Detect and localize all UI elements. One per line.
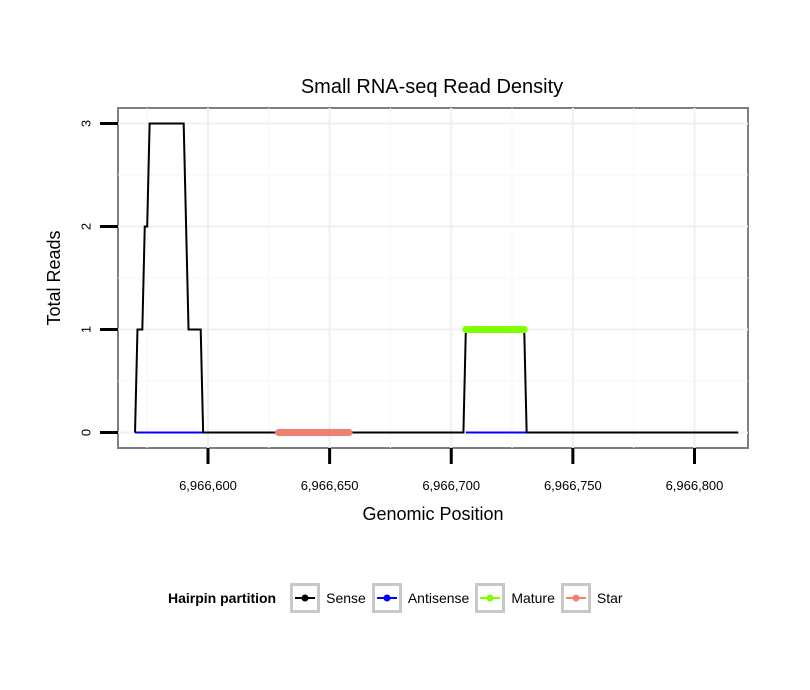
legend-item-mature: Mature — [475, 583, 555, 613]
legend-glyph — [376, 594, 397, 602]
grid-lines — [118, 108, 748, 448]
legend-key-mature — [475, 583, 506, 613]
y-axis-label: Total Reads — [44, 230, 64, 325]
legend-glyph-point — [383, 594, 391, 602]
legend-key-sense — [290, 583, 321, 613]
x-tick-label: 6,966,650 — [301, 478, 359, 493]
legend-glyph-point — [486, 594, 494, 602]
axes: 6,966,600 6,966,650 6,966,700 6,966,750 6,96… — [79, 120, 724, 493]
x-tick-label: 6,966,700 — [422, 478, 480, 493]
legend-label-antisense: Antisense — [407, 590, 470, 606]
legend-item-star: Star — [560, 583, 623, 613]
legend-glyph — [565, 594, 586, 602]
y-tick-label: 2 — [79, 223, 94, 230]
legend: Hairpin partition Sense Antisense Mature… — [168, 579, 629, 617]
x-tick-label: 6,966,800 — [666, 478, 724, 493]
legend-key-star — [560, 583, 591, 613]
legend-glyph-point — [572, 594, 580, 602]
legend-glyph — [295, 594, 316, 602]
legend-label-star: Star — [596, 590, 623, 606]
legend-item-sense: Sense — [290, 583, 366, 613]
legend-glyph — [480, 594, 501, 602]
legend-key-antisense — [371, 583, 402, 613]
x-axis-label: Genomic Position — [362, 504, 503, 524]
y-tick-label: 1 — [79, 326, 94, 333]
legend-title: Hairpin partition — [168, 590, 277, 606]
chart-title: Small RNA-seq Read Density — [301, 76, 563, 98]
legend-item-antisense: Antisense — [371, 583, 470, 613]
x-tick-label: 6,966,750 — [544, 478, 602, 493]
y-tick-label: 3 — [79, 120, 94, 127]
y-tick-label: 0 — [79, 429, 94, 436]
legend-label-mature: Mature — [511, 590, 555, 606]
legend-label-sense: Sense — [326, 590, 366, 606]
series-layer — [134, 122, 739, 437]
legend-glyph-point — [301, 594, 309, 602]
x-tick-label: 6,966,600 — [179, 478, 237, 493]
